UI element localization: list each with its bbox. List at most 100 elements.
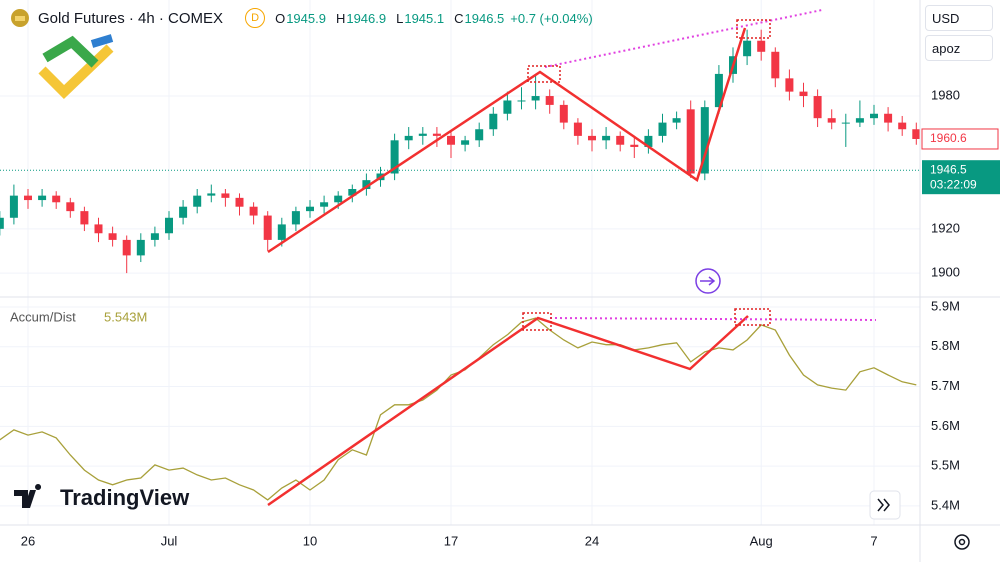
indicator-title: Accum/Dist <box>10 309 76 324</box>
candle-body <box>165 217 173 234</box>
candle-body <box>799 91 808 97</box>
candle-body <box>517 100 526 102</box>
y-tick-label: 5.9M <box>931 298 960 313</box>
candle-body <box>447 135 455 145</box>
candle-body <box>108 233 117 240</box>
candle-body <box>390 140 399 174</box>
candle-body <box>9 195 18 218</box>
candle-body <box>531 96 540 101</box>
candle-body <box>855 118 864 123</box>
candle-body <box>672 118 681 123</box>
candle-body <box>827 118 836 123</box>
scroll-button[interactable] <box>869 490 901 520</box>
currency-menu[interactable]: USD <box>925 5 993 31</box>
candle-body <box>870 113 878 119</box>
indicator-line <box>0 317 917 501</box>
candle-body <box>644 135 653 147</box>
candle-body <box>0 217 4 229</box>
candle-body <box>94 224 103 234</box>
y-tick-label: 1900 <box>931 265 960 280</box>
candle-body <box>489 113 498 130</box>
ohlc-key: O <box>275 10 286 26</box>
ohlc-value: 1945.1 <box>404 10 445 26</box>
delay-badge: D <box>245 8 266 28</box>
candle-body <box>291 211 300 225</box>
change: +0.7 (+0.04%) <box>510 10 593 26</box>
candle-body <box>658 122 667 136</box>
candle-body <box>277 224 286 240</box>
candle-body <box>841 122 850 124</box>
candle-body <box>813 96 822 119</box>
x-tick-label: Aug <box>750 533 773 548</box>
candle-body <box>771 51 780 79</box>
candle-body <box>559 104 568 123</box>
scale-mode-menu[interactable]: apoz <box>925 35 993 61</box>
y-tick-label: 5.8M <box>931 338 960 353</box>
candle-body <box>700 107 709 174</box>
candle-body <box>884 113 893 123</box>
drawings <box>267 9 877 507</box>
candle-body <box>334 195 343 203</box>
x-tick-label: 26 <box>21 533 35 548</box>
x-tick-label: 10 <box>303 533 317 548</box>
candle-body <box>602 135 611 141</box>
candle-body <box>912 129 920 139</box>
candle-body <box>263 215 272 240</box>
candle-body <box>432 133 441 136</box>
candle-body <box>179 206 188 218</box>
candle-body <box>362 180 371 189</box>
settings-button[interactable] <box>954 534 970 550</box>
candle-body <box>193 195 202 207</box>
candle-body <box>136 239 145 256</box>
candle-body <box>461 140 470 145</box>
candle-body <box>249 206 258 216</box>
candle-body <box>588 135 596 141</box>
candle-body <box>545 96 554 105</box>
symbol-icon <box>11 9 29 27</box>
candle-body <box>898 122 907 130</box>
price-badge <box>921 128 999 150</box>
candle-body <box>475 129 484 141</box>
y-tick-label: 5.6M <box>931 418 960 433</box>
ohlc-value: 1946.5 <box>464 10 505 26</box>
tradingview-logo: TradingView <box>14 484 190 510</box>
legend-header: Gold Futures · 4h · COMEX D O 1945.9 H 194… <box>10 7 593 29</box>
candle-body <box>503 100 512 114</box>
x-tick-label: Jul <box>161 533 178 548</box>
logo-text: TradingView <box>60 485 190 510</box>
candle-body <box>150 233 159 240</box>
candle-body <box>24 195 32 201</box>
candle-body <box>616 135 625 145</box>
candle-body <box>122 239 131 256</box>
x-tick-label: 7 <box>870 533 877 548</box>
candle-body <box>757 40 766 52</box>
candle-body <box>221 193 230 198</box>
last-price-badge <box>922 160 1000 195</box>
y-tick-label: 5.5M <box>931 458 960 473</box>
candle-body <box>320 202 329 207</box>
candle-body <box>235 197 244 207</box>
price-label: 1960.6 <box>930 131 967 145</box>
candle-body <box>66 202 75 212</box>
x-tick-label: 24 <box>585 533 599 548</box>
symbol-title[interactable]: Gold Futures · 4h · COMEX <box>38 9 224 27</box>
candle-body <box>306 206 314 212</box>
indicator-value: 5.543M <box>104 309 147 324</box>
ohlc-key: C <box>454 10 464 26</box>
ohlc-key: H <box>335 10 346 26</box>
candle-body <box>38 195 47 201</box>
candle-body <box>418 133 427 136</box>
candle-body <box>207 193 216 196</box>
ohlc-value: 1945.9 <box>286 10 326 26</box>
ohlc-key: L <box>396 10 404 26</box>
candle-body <box>686 109 695 174</box>
y-tick-label: 5.7M <box>931 378 960 393</box>
y-tick-label: 1920 <box>931 220 960 235</box>
candle-body <box>573 122 582 136</box>
candle-body <box>52 195 61 203</box>
candle-body <box>714 73 723 108</box>
last-price-label: 1946.5 <box>930 162 967 176</box>
broker-logo <box>38 34 114 99</box>
